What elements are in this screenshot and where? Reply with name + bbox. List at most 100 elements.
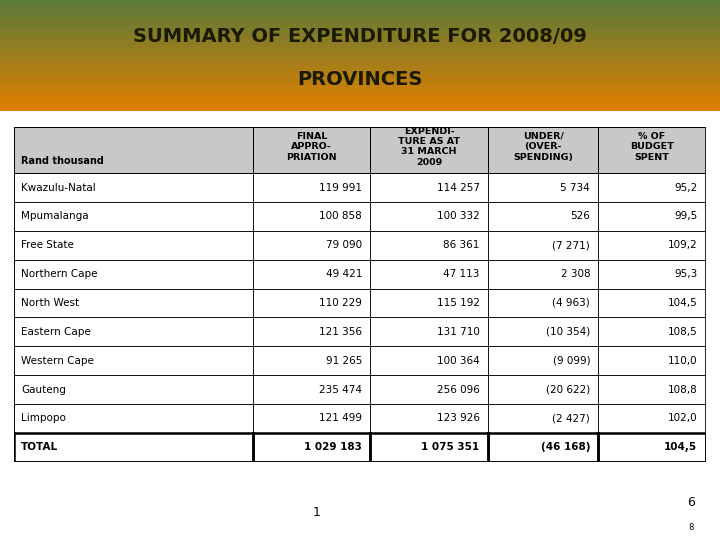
Text: 110,0: 110,0 bbox=[667, 356, 697, 366]
Bar bbox=[370, 231, 488, 260]
Bar bbox=[370, 433, 488, 462]
Bar bbox=[0, 4, 720, 5]
Bar bbox=[0, 99, 720, 100]
Bar bbox=[0, 27, 720, 28]
Text: 102,0: 102,0 bbox=[667, 414, 697, 423]
Bar bbox=[0, 26, 720, 27]
Bar bbox=[14, 433, 253, 462]
Bar bbox=[0, 98, 720, 99]
Bar bbox=[0, 21, 720, 22]
Bar bbox=[0, 101, 720, 102]
Text: 115 192: 115 192 bbox=[436, 298, 480, 308]
Bar bbox=[598, 231, 706, 260]
Text: 100 364: 100 364 bbox=[437, 356, 480, 366]
Bar bbox=[0, 14, 720, 15]
Bar bbox=[0, 60, 720, 61]
Bar bbox=[0, 104, 720, 105]
Bar bbox=[0, 58, 720, 59]
Text: 109,2: 109,2 bbox=[667, 240, 697, 250]
Text: Free State: Free State bbox=[22, 240, 74, 250]
Text: 86 361: 86 361 bbox=[444, 240, 480, 250]
Text: 5 734: 5 734 bbox=[560, 183, 590, 193]
Bar bbox=[0, 25, 720, 26]
Text: 2 308: 2 308 bbox=[561, 269, 590, 279]
Bar bbox=[488, 404, 598, 433]
Bar bbox=[0, 92, 720, 93]
Bar bbox=[0, 88, 720, 89]
Bar bbox=[598, 127, 706, 173]
Text: PROVINCES: PROVINCES bbox=[297, 70, 423, 89]
Bar bbox=[14, 404, 253, 433]
Bar bbox=[0, 37, 720, 38]
Bar bbox=[0, 107, 720, 108]
Bar bbox=[0, 47, 720, 48]
Bar bbox=[0, 33, 720, 34]
Bar bbox=[0, 64, 720, 65]
Bar bbox=[0, 70, 720, 71]
Bar bbox=[488, 288, 598, 318]
Bar bbox=[0, 72, 720, 73]
Bar bbox=[370, 127, 488, 173]
Text: Eastern Cape: Eastern Cape bbox=[22, 327, 91, 337]
Bar bbox=[0, 29, 720, 30]
Text: 119 991: 119 991 bbox=[319, 183, 362, 193]
Text: 100 858: 100 858 bbox=[320, 211, 362, 221]
Bar bbox=[598, 173, 706, 202]
Text: FINAL
APPRO-
PRIATION: FINAL APPRO- PRIATION bbox=[287, 132, 337, 161]
Bar bbox=[0, 68, 720, 69]
Bar bbox=[0, 0, 720, 1]
Bar bbox=[0, 9, 720, 10]
Text: EXPENDI-
TURE AS AT
31 MARCH
2009: EXPENDI- TURE AS AT 31 MARCH 2009 bbox=[398, 126, 460, 167]
Bar bbox=[488, 433, 598, 462]
Bar bbox=[0, 100, 720, 101]
Bar bbox=[0, 93, 720, 94]
Text: UNDER/
(OVER-
SPENDING): UNDER/ (OVER- SPENDING) bbox=[513, 132, 573, 161]
Text: SUMMARY OF EXPENDITURE FOR 2008/09: SUMMARY OF EXPENDITURE FOR 2008/09 bbox=[133, 27, 587, 46]
Text: 49 421: 49 421 bbox=[325, 269, 362, 279]
Bar bbox=[488, 202, 598, 231]
Text: % OF
BUDGET
SPENT: % OF BUDGET SPENT bbox=[630, 132, 674, 161]
Bar bbox=[253, 404, 370, 433]
Text: 6: 6 bbox=[688, 496, 695, 509]
Bar bbox=[370, 202, 488, 231]
Bar bbox=[0, 76, 720, 77]
Text: Western Cape: Western Cape bbox=[22, 356, 94, 366]
Bar bbox=[0, 34, 720, 35]
Text: 91 265: 91 265 bbox=[325, 356, 362, 366]
Bar bbox=[0, 90, 720, 91]
Bar bbox=[253, 288, 370, 318]
Bar bbox=[0, 6, 720, 7]
Bar bbox=[370, 346, 488, 375]
Bar bbox=[598, 375, 706, 404]
Bar bbox=[370, 404, 488, 433]
Text: 100 332: 100 332 bbox=[437, 211, 480, 221]
Bar bbox=[0, 48, 720, 49]
Text: (20 622): (20 622) bbox=[546, 384, 590, 395]
Text: Limpopo: Limpopo bbox=[22, 414, 66, 423]
Bar bbox=[0, 7, 720, 8]
Bar bbox=[0, 55, 720, 56]
Bar bbox=[0, 108, 720, 109]
Bar bbox=[598, 260, 706, 288]
Bar bbox=[0, 45, 720, 46]
Bar bbox=[488, 127, 598, 173]
Bar bbox=[598, 404, 706, 433]
Text: (7 271): (7 271) bbox=[552, 240, 590, 250]
Bar bbox=[0, 83, 720, 84]
Bar bbox=[253, 231, 370, 260]
Bar bbox=[598, 202, 706, 231]
Bar bbox=[0, 77, 720, 78]
Bar bbox=[370, 260, 488, 288]
Bar bbox=[0, 78, 720, 79]
Text: (46 168): (46 168) bbox=[541, 442, 590, 453]
Text: 114 257: 114 257 bbox=[436, 183, 480, 193]
Text: (2 427): (2 427) bbox=[552, 414, 590, 423]
Bar bbox=[488, 346, 598, 375]
Bar bbox=[253, 433, 370, 462]
Bar bbox=[0, 84, 720, 85]
Bar bbox=[0, 80, 720, 81]
Bar bbox=[14, 173, 253, 202]
Text: 123 926: 123 926 bbox=[436, 414, 480, 423]
Bar bbox=[488, 375, 598, 404]
Bar bbox=[253, 173, 370, 202]
